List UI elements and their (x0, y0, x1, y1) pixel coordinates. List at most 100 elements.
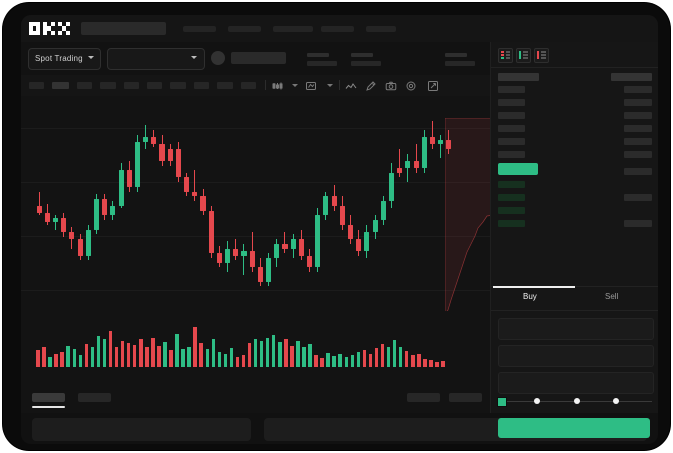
orderbook-last-price-row[interactable] (498, 163, 538, 175)
candlestick-chart-icon[interactable] (272, 79, 284, 97)
submit-buy-button[interactable] (498, 418, 650, 438)
line-chart-icon[interactable] (345, 79, 357, 97)
price-field[interactable] (498, 345, 654, 367)
orderbook-ask-row[interactable] (498, 99, 525, 106)
orderbook-amount-row (624, 168, 652, 175)
timeframe-button-8[interactable] (194, 82, 209, 89)
nav-item-2[interactable] (228, 26, 261, 32)
volume-bar (78, 355, 83, 367)
drawing-tools-icon[interactable] (365, 79, 377, 97)
timeframe-button-5[interactable] (124, 82, 139, 89)
orderbook-ask-row[interactable] (498, 151, 525, 158)
orderbook-bid-row[interactable] (498, 207, 525, 214)
nav-item-5[interactable] (366, 26, 396, 32)
timeframe-button-10[interactable] (241, 82, 256, 89)
candle (421, 96, 427, 311)
bottom-tab-2[interactable] (78, 393, 111, 402)
orderbook-ask-row[interactable] (498, 138, 525, 145)
price-chart[interactable] (21, 96, 490, 311)
volume-bar (302, 347, 306, 367)
volume-bar (145, 347, 149, 367)
indicators-chevron-icon[interactable] (327, 84, 333, 87)
volume-bar (417, 353, 421, 367)
orderbook-amount-row (624, 125, 652, 132)
volume-bar (265, 337, 270, 367)
orderbook-ask-row[interactable] (498, 86, 525, 93)
nav-search-placeholder[interactable] (81, 22, 166, 35)
volume-bar (404, 351, 409, 367)
candle (184, 96, 190, 311)
bottom-panel-1[interactable] (32, 418, 251, 441)
timeframe-button-6[interactable] (147, 82, 162, 89)
candle (151, 96, 157, 311)
bottom-tab-1[interactable] (32, 393, 65, 402)
tab-buy[interactable]: Buy (523, 292, 537, 301)
volume-bar (187, 346, 191, 367)
volume-bar (181, 349, 185, 367)
trading-mode-selector[interactable] (28, 48, 101, 70)
orderbook-both-icon[interactable] (498, 48, 513, 63)
nav-item-1[interactable] (183, 26, 216, 32)
orderbook-asks-icon[interactable] (534, 48, 549, 63)
bottom-tab-right-1[interactable] (407, 393, 440, 402)
pair-select[interactable] (107, 48, 205, 70)
trading-mode-label: Spot Trading (35, 54, 83, 63)
timeframe-button-2[interactable] (52, 82, 69, 89)
volume-bar (350, 354, 355, 367)
candle (118, 96, 124, 311)
volume-bar (84, 343, 89, 367)
volume-bar (36, 350, 40, 367)
chart-type-chevron-icon[interactable] (292, 84, 298, 87)
pair-stat-label-2 (351, 53, 373, 57)
candle (446, 96, 452, 311)
candle (241, 96, 247, 311)
candle (167, 96, 173, 311)
orderbook-bid-row[interactable] (498, 220, 525, 227)
timeframe-button-4[interactable] (100, 82, 116, 89)
candle (348, 96, 354, 311)
timeframe-button-9[interactable] (217, 82, 233, 89)
orderbook-bid-row[interactable] (498, 181, 525, 188)
bottom-tab-right-2[interactable] (449, 393, 482, 402)
candle (44, 96, 50, 311)
chart-gridline (21, 128, 490, 129)
settings-gear-icon[interactable] (405, 79, 417, 97)
orderbook-bids-icon[interactable] (516, 48, 531, 63)
order-type-field[interactable] (498, 318, 654, 340)
slider-node-75[interactable] (613, 398, 619, 404)
chevron-down-icon[interactable] (88, 56, 94, 59)
amount-field[interactable] (498, 372, 654, 394)
fullscreen-icon[interactable] (427, 79, 439, 97)
candle (290, 96, 296, 311)
candle (413, 96, 419, 311)
nav-item-4[interactable] (321, 26, 354, 32)
camera-icon[interactable] (385, 79, 397, 97)
volume-bar (72, 349, 77, 367)
okx-logo[interactable] (29, 22, 71, 35)
indicators-icon[interactable] (305, 79, 317, 97)
candle (249, 96, 255, 311)
orderbook-ask-row[interactable] (498, 112, 525, 119)
orderbook-ask-row[interactable] (498, 125, 525, 132)
candle (388, 96, 395, 311)
tab-sell[interactable]: Sell (605, 292, 619, 301)
volume-bar (259, 341, 264, 367)
timeframe-button-7[interactable] (170, 82, 186, 89)
timeframe-button-3[interactable] (77, 82, 92, 89)
volume-chart[interactable] (21, 311, 490, 385)
volume-bar (54, 353, 58, 367)
volume-bar (102, 339, 107, 367)
volume-bar (235, 357, 240, 367)
slider-node-25[interactable] (534, 398, 540, 404)
pair-select-chevron-down-icon[interactable] (191, 56, 197, 59)
orderbook-bid-row[interactable] (498, 194, 525, 201)
nav-item-3[interactable] (273, 26, 313, 32)
tablet-device-frame: Spot Trading (3, 3, 670, 450)
volume-bar (60, 351, 64, 367)
amount-percent-slider-handle[interactable] (497, 397, 507, 407)
candle (200, 96, 206, 311)
volume-bar (392, 340, 397, 367)
timeframe-button-1[interactable] (29, 82, 44, 89)
slider-node-50[interactable] (574, 398, 580, 404)
